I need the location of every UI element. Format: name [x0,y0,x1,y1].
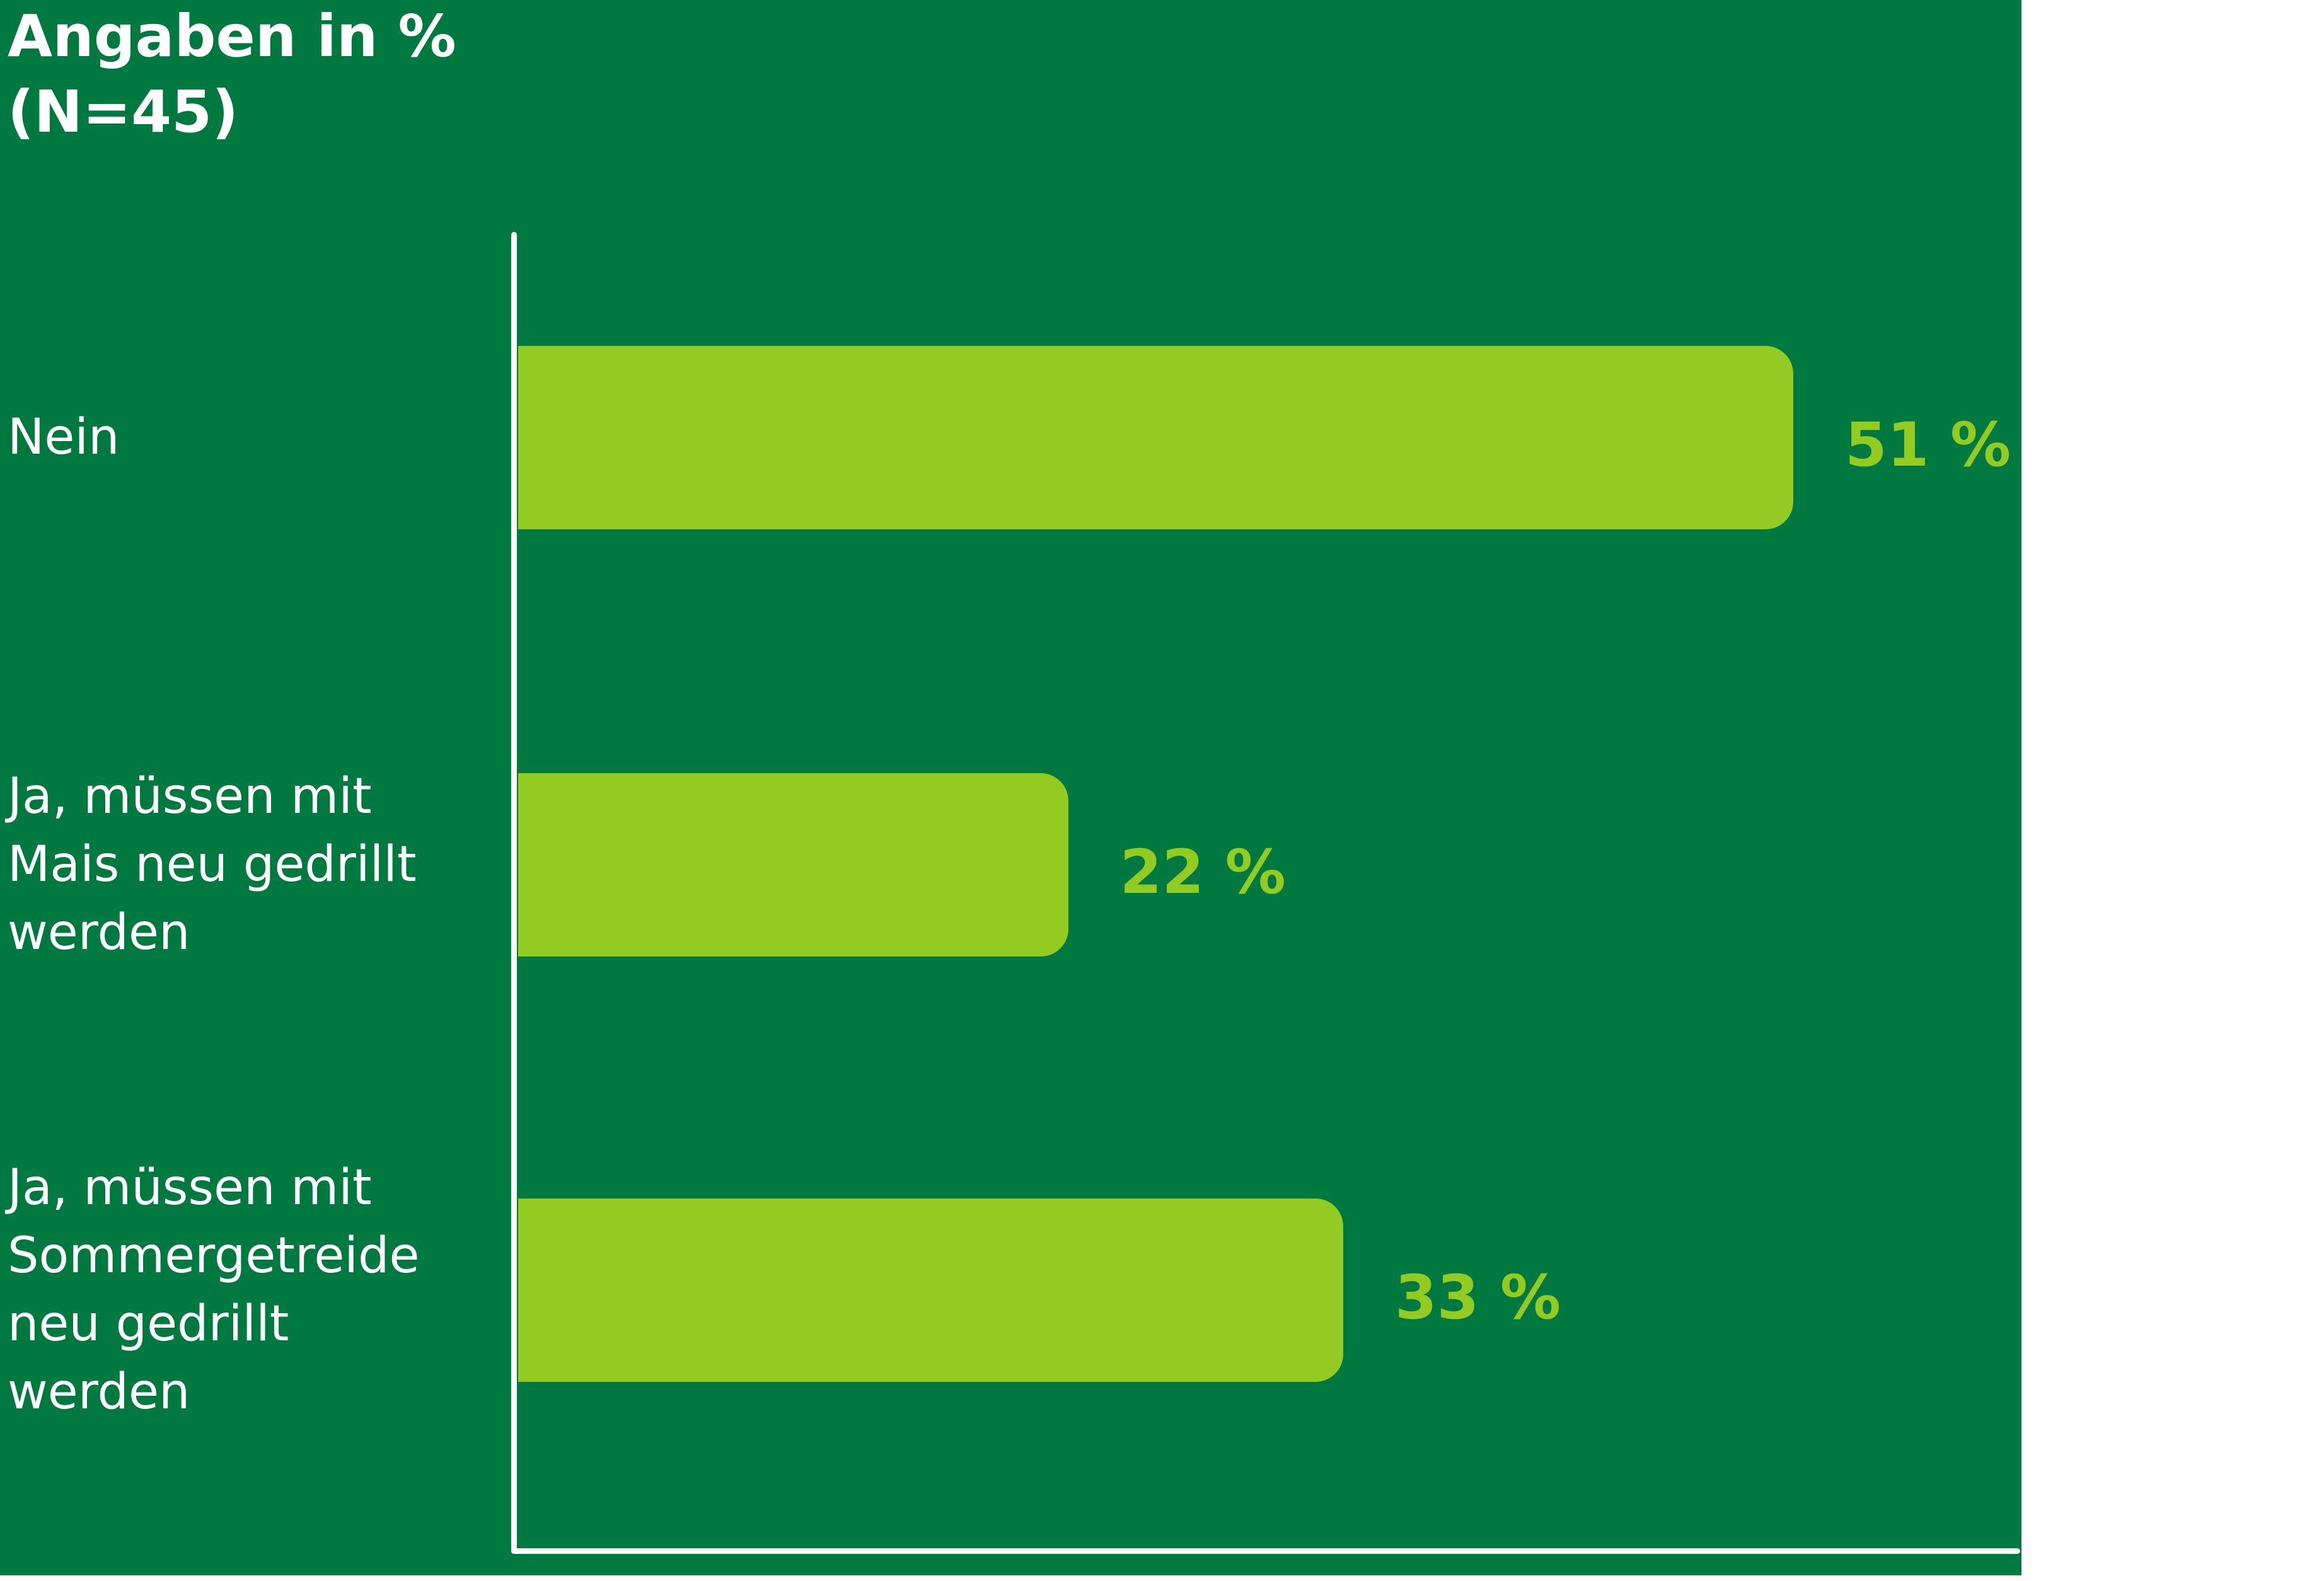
category-label: Ja, müssen mit Mais neu gedrillt werden [8,768,417,961]
x-axis-line [511,1548,2020,1554]
chart: Angaben in % (N=45) Nein 51 % Ja, müssen m… [0,0,2021,1575]
chart-title: Angaben in % [8,3,456,70]
bar [518,773,1068,957]
bar [518,345,1793,529]
category-label: Ja, müssen mit Sommergetreide neu gedril… [8,1159,420,1420]
bar [518,1198,1343,1382]
y-axis-line [511,232,517,1554]
value-label: 33 % [1395,1262,1561,1333]
value-label: 22 % [1119,837,1286,907]
chart-subtitle: (N=45) [8,78,239,146]
category-label: Nein [8,409,120,466]
value-label: 51 % [1845,410,2011,480]
